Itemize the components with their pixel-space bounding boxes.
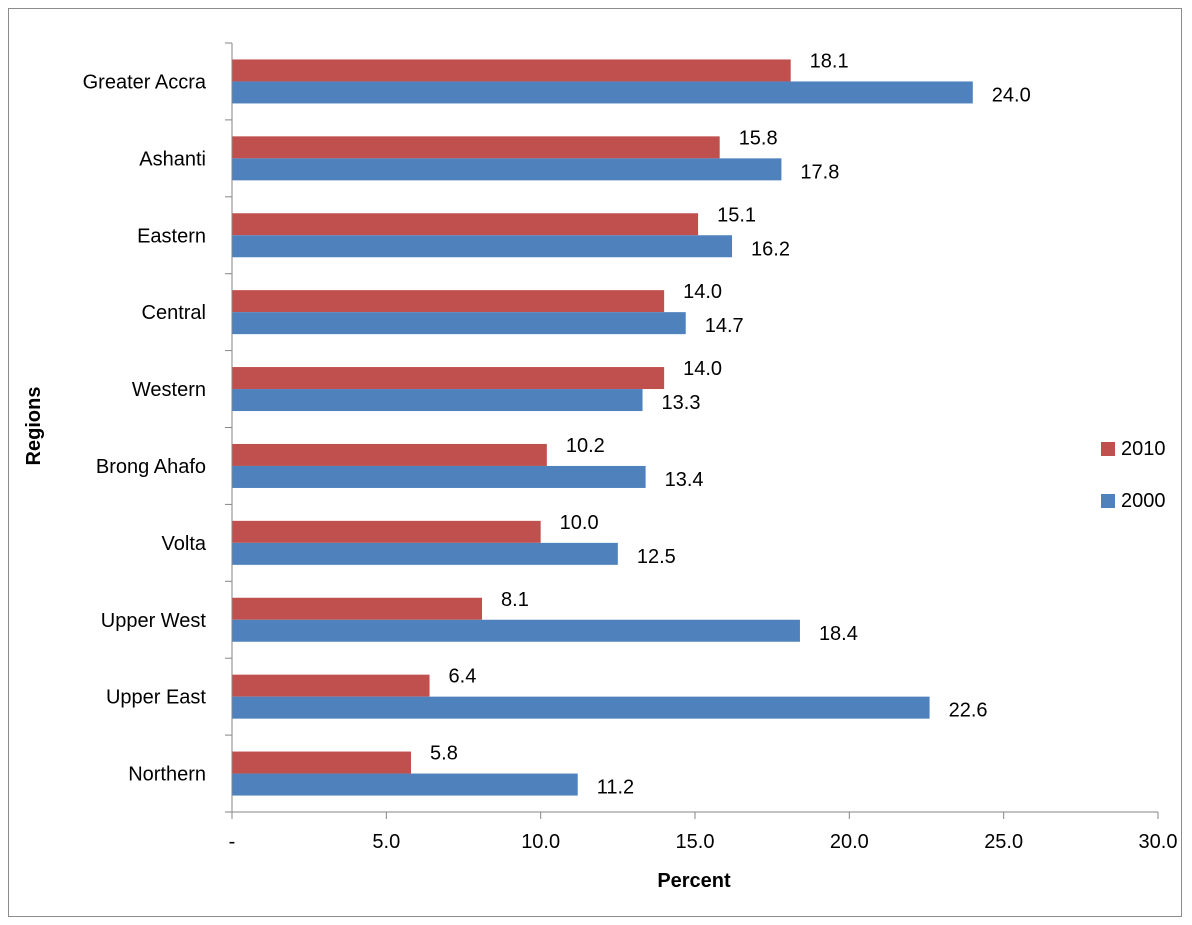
bars-layer [232, 59, 973, 796]
bar-2010 [232, 597, 483, 620]
category-label: Greater Accra [83, 71, 207, 93]
legend: 2010 2000 [1101, 438, 1166, 512]
y-axis-title: Regions [23, 387, 45, 466]
legend-label-2000: 2000 [1121, 490, 1166, 512]
legend-label-2010: 2010 [1121, 438, 1166, 460]
axes-layer [225, 42, 1159, 819]
bar-2000 [232, 542, 618, 565]
data-label-2000: 13.3 [662, 392, 701, 414]
category-label: Western [132, 379, 206, 401]
data-label-2000: 17.8 [800, 161, 839, 183]
category-label: Northern [128, 764, 206, 786]
data-label-2000: 14.7 [705, 315, 744, 337]
data-label-2010: 10.2 [566, 435, 605, 457]
labels-layer: Greater Accra 18.1 24.0 Ashanti 15.8 17.8 East… [83, 50, 1178, 853]
bar-2000 [232, 389, 643, 412]
x-tick-label: 30.0 [1139, 831, 1178, 853]
category-label: Ashanti [139, 148, 206, 170]
x-tick-label: 15.0 [676, 831, 715, 853]
bar-2000 [232, 773, 578, 796]
bar-2010 [232, 674, 430, 697]
legend-swatch-2000 [1101, 494, 1115, 508]
bar-2010 [232, 213, 699, 236]
category-label: Eastern [137, 225, 206, 247]
data-label-2000: 24.0 [992, 84, 1031, 106]
data-label-2010: 14.0 [683, 281, 722, 303]
x-tick-label: 5.0 [372, 831, 400, 853]
bar-2010 [232, 520, 541, 543]
category-label: Volta [162, 533, 207, 555]
bar-2010 [232, 136, 720, 159]
bar-2010 [232, 59, 791, 82]
bar-2000 [232, 696, 930, 719]
data-label-2000: 16.2 [751, 238, 790, 260]
bar-2010 [232, 290, 665, 313]
data-label-2000: 18.4 [819, 623, 858, 645]
x-tick-label: - [229, 831, 236, 853]
bar-2010 [232, 367, 665, 390]
bar-2000 [232, 619, 800, 642]
category-label: Upper West [101, 610, 207, 632]
x-tick-label: 25.0 [984, 831, 1023, 853]
data-label-2010: 15.1 [717, 204, 756, 226]
x-axis-title: Percent [657, 870, 731, 892]
x-tick-label: 20.0 [830, 831, 869, 853]
data-label-2010: 14.0 [683, 358, 722, 380]
bar-2000 [232, 465, 646, 488]
data-label-2010: 10.0 [560, 512, 599, 534]
bar-2000 [232, 81, 973, 104]
category-label: Central [142, 302, 206, 324]
data-label-2000: 11.2 [597, 777, 634, 799]
data-label-2010: 6.4 [449, 666, 477, 688]
x-tick-label: 10.0 [521, 831, 560, 853]
category-label: Brong Ahafo [96, 456, 206, 478]
data-label-2010: 8.1 [501, 589, 529, 611]
data-label-2010: 15.8 [739, 127, 778, 149]
data-label-2000: 13.4 [665, 469, 704, 491]
category-label: Upper East [106, 687, 206, 709]
data-label-2000: 12.5 [637, 546, 676, 568]
data-label-2010: 18.1 [810, 50, 849, 72]
bar-2010 [232, 751, 412, 774]
legend-swatch-2010 [1101, 442, 1115, 456]
bar-2010 [232, 443, 547, 466]
bar-2000 [232, 158, 782, 181]
data-label-2000: 22.6 [949, 700, 988, 722]
data-label-2010: 5.8 [430, 743, 458, 765]
bar-2000 [232, 312, 686, 335]
bar-2000 [232, 235, 733, 258]
